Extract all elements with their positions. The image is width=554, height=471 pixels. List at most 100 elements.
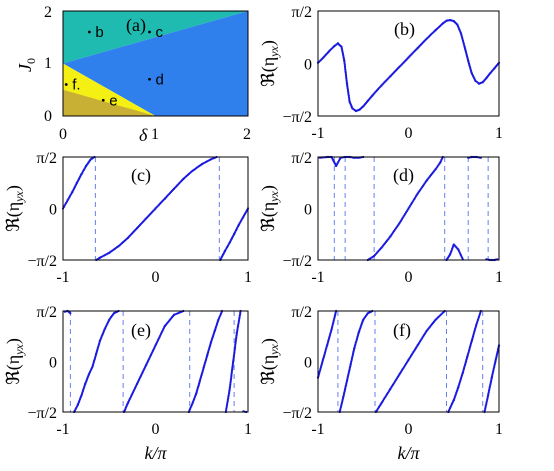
- y-label-main: ℜ(η: [258, 57, 279, 87]
- phase-regions: [63, 11, 248, 116]
- y-axis-label-d: ℜ(ηyx): [258, 185, 281, 232]
- y-label-close: ): [3, 338, 24, 344]
- x-tick-b-1: 0: [405, 125, 413, 142]
- data-point: [344, 73, 347, 76]
- x-tick-0: 0: [59, 126, 67, 143]
- frame-b: [317, 10, 500, 117]
- data-point: [343, 63, 346, 66]
- y-tick-0: 0: [44, 108, 52, 125]
- y-tick-f-1: 0: [304, 355, 312, 372]
- data-point: [233, 351, 236, 354]
- x-tick-e-0: -1: [56, 421, 69, 438]
- y-label-main: ℜ(η: [258, 355, 279, 385]
- y-tick-2: 2: [44, 4, 52, 21]
- curve-e: [63, 309, 248, 414]
- y-axis-label-e: ℜ(ηyx): [3, 338, 26, 385]
- y-tick-c-1: 0: [49, 202, 57, 219]
- panel-d: (d) π/2 0 −π/2-1 0 1 ℜ(ηyx): [258, 150, 503, 286]
- y-tick-c-2: −π/2: [27, 253, 57, 270]
- y-label-close: ): [3, 185, 24, 191]
- y-tick-1: 1: [44, 55, 52, 72]
- panel-label-b: (b): [394, 19, 415, 40]
- y-tick-e-0: π/2: [36, 304, 57, 321]
- panel-label-e: (e): [131, 320, 151, 341]
- panel-label-c: (c): [131, 165, 151, 186]
- frame-d: [317, 156, 500, 261]
- point-marker-e: [101, 98, 105, 102]
- data-point: [69, 312, 72, 315]
- point-label-c: c: [156, 24, 164, 41]
- panel-b: (b) π/2 0 −π/2-1 0 1 ℜ(ηyx): [258, 4, 503, 142]
- y-label-main: ℜ(η: [3, 202, 24, 232]
- data-point: [345, 79, 348, 82]
- y-label-main: ℜ(η: [258, 202, 279, 232]
- data-point: [230, 377, 233, 380]
- point-label-e: e: [109, 92, 117, 109]
- x-tick-b-0: -1: [311, 125, 324, 142]
- y-tick-e-1: 0: [49, 355, 57, 372]
- x-tick-d-2: 1: [495, 269, 503, 286]
- data-point: [347, 96, 351, 99]
- y-axis-label-f: ℜ(ηyx): [258, 338, 281, 385]
- panel-e: (e) π/2 0 −π/2-1 0 1 ℜ(ηyx) k/π: [3, 304, 252, 463]
- x-tick-b-2: 1: [495, 125, 503, 142]
- data-point: [235, 337, 238, 340]
- y-label-sub: yx: [12, 190, 26, 202]
- x-tick-c-0: -1: [56, 269, 69, 286]
- x-tick-c-2: 1: [244, 269, 252, 286]
- x-tick-e-1: 0: [152, 421, 160, 438]
- x-axis-label-f: k/π: [397, 443, 420, 463]
- point-marker-d: [148, 77, 151, 81]
- data-point: [345, 76, 348, 79]
- frame-c: [62, 156, 249, 261]
- y-tick-c-0: π/2: [36, 150, 57, 167]
- x-tick-c-1: 0: [152, 269, 160, 286]
- y-label-sub: yx: [267, 45, 281, 57]
- panel-label-a: (a): [126, 15, 146, 36]
- curve-c: [61, 155, 250, 262]
- x-tick-1: 1: [151, 126, 159, 143]
- y-label-main: ℜ(η: [3, 355, 24, 385]
- y-tick-b-1: 0: [304, 57, 312, 74]
- point-marker-c: [148, 30, 151, 34]
- y-label-sub: yx: [267, 190, 281, 202]
- data-point: [230, 371, 233, 374]
- curve-b: [316, 19, 501, 113]
- point-label-b: b: [95, 24, 103, 41]
- y-label-close: ): [258, 40, 279, 46]
- x-tick-f-2: 1: [495, 421, 503, 438]
- point-label-f: f.: [72, 77, 80, 94]
- x-axis-label-delta: δ: [139, 125, 148, 145]
- point-marker-f: [64, 83, 68, 86]
- panel-label-d: (d): [393, 165, 414, 186]
- frame-e: [62, 310, 249, 413]
- y-axis-label-b: ℜ(ηyx): [258, 40, 281, 87]
- y-tick-b-0: π/2: [291, 4, 312, 21]
- phase-points: b c d e f.: [64, 24, 164, 109]
- x-tick-2: 2: [243, 126, 251, 143]
- y-axis-label-J: J0: [15, 58, 38, 72]
- y-tick-d-1: 0: [304, 202, 312, 219]
- y-label-sub: yx: [267, 343, 281, 355]
- region-olive: [63, 89, 156, 116]
- x-axis-label-e: k/π: [144, 443, 167, 463]
- data-point: [229, 384, 232, 387]
- curve-f: [316, 309, 501, 414]
- frame-f: [317, 310, 500, 413]
- data-point: [343, 65, 347, 68]
- data-point: [345, 80, 348, 84]
- data-point: [231, 365, 234, 368]
- y-tick-b-2: −π/2: [282, 109, 312, 126]
- y-tick-d-0: π/2: [291, 150, 312, 167]
- phase-diagram-frame: [62, 10, 249, 117]
- y-label-sub: yx: [12, 343, 26, 355]
- data-point: [344, 71, 347, 74]
- y-label-close: ): [258, 185, 279, 191]
- y-tick-f-2: −π/2: [282, 405, 312, 422]
- point-marker-b: [87, 30, 91, 34]
- data-point: [347, 91, 350, 94]
- data-point: [343, 60, 346, 63]
- x-tick-d-1: 0: [405, 269, 413, 286]
- panel-c: (c) π/2 0 −π/2-1 0 1 ℜ(ηyx): [3, 150, 252, 286]
